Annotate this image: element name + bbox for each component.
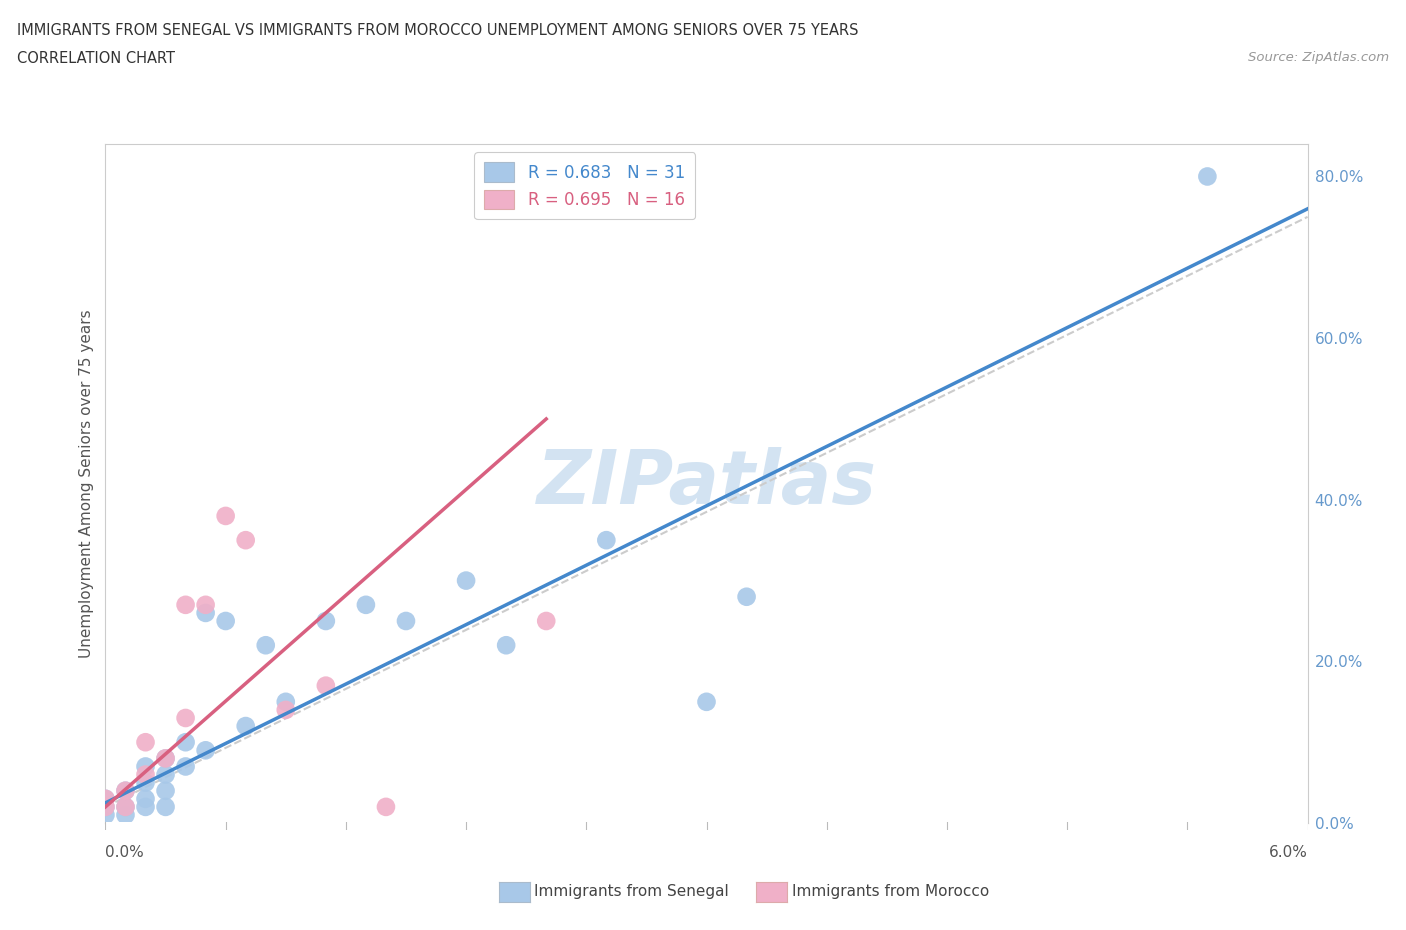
Point <box>235 719 257 734</box>
Point <box>94 791 117 806</box>
Point <box>155 783 177 798</box>
Point <box>174 711 197 725</box>
Text: Immigrants from Senegal: Immigrants from Senegal <box>534 884 730 899</box>
Point <box>534 614 557 629</box>
Point <box>155 800 177 815</box>
Point <box>214 509 236 524</box>
Text: 6.0%: 6.0% <box>1268 845 1308 860</box>
Point <box>114 783 136 798</box>
Point <box>94 800 117 815</box>
Point <box>274 695 297 710</box>
Point <box>94 807 117 822</box>
Point <box>354 597 377 612</box>
Point <box>374 800 398 815</box>
Y-axis label: Unemployment Among Seniors over 75 years: Unemployment Among Seniors over 75 years <box>79 310 94 658</box>
Point <box>155 751 177 765</box>
Text: IMMIGRANTS FROM SENEGAL VS IMMIGRANTS FROM MOROCCO UNEMPLOYMENT AMONG SENIORS OV: IMMIGRANTS FROM SENEGAL VS IMMIGRANTS FR… <box>17 23 859 38</box>
Point <box>495 638 517 653</box>
Text: ZIPatlas: ZIPatlas <box>537 447 876 520</box>
Point <box>155 751 177 765</box>
Point <box>135 800 157 815</box>
Point <box>135 776 157 790</box>
Point <box>194 597 217 612</box>
Point <box>155 767 177 782</box>
Point <box>274 702 297 717</box>
Point <box>254 638 277 653</box>
Point <box>235 533 257 548</box>
Point <box>454 573 477 588</box>
Point <box>315 614 337 629</box>
Point <box>395 614 418 629</box>
Point <box>94 800 117 815</box>
Point <box>315 678 337 693</box>
Point <box>114 800 136 815</box>
Point <box>135 735 157 750</box>
Point <box>94 791 117 806</box>
Point <box>135 767 157 782</box>
Point <box>735 590 758 604</box>
Point <box>174 759 197 774</box>
Point <box>114 800 136 815</box>
Text: Immigrants from Morocco: Immigrants from Morocco <box>792 884 988 899</box>
Point <box>214 614 236 629</box>
Text: CORRELATION CHART: CORRELATION CHART <box>17 51 174 66</box>
Point <box>114 807 136 822</box>
Point <box>194 605 217 620</box>
Legend: R = 0.683   N = 31, R = 0.695   N = 16: R = 0.683 N = 31, R = 0.695 N = 16 <box>474 153 695 219</box>
Point <box>1197 169 1219 184</box>
Text: 0.0%: 0.0% <box>105 845 145 860</box>
Point <box>174 597 197 612</box>
Point <box>595 533 617 548</box>
Point <box>114 783 136 798</box>
Point <box>696 695 718 710</box>
Point <box>135 759 157 774</box>
Point <box>135 791 157 806</box>
Text: Source: ZipAtlas.com: Source: ZipAtlas.com <box>1249 51 1389 64</box>
Point <box>194 743 217 758</box>
Point <box>174 735 197 750</box>
